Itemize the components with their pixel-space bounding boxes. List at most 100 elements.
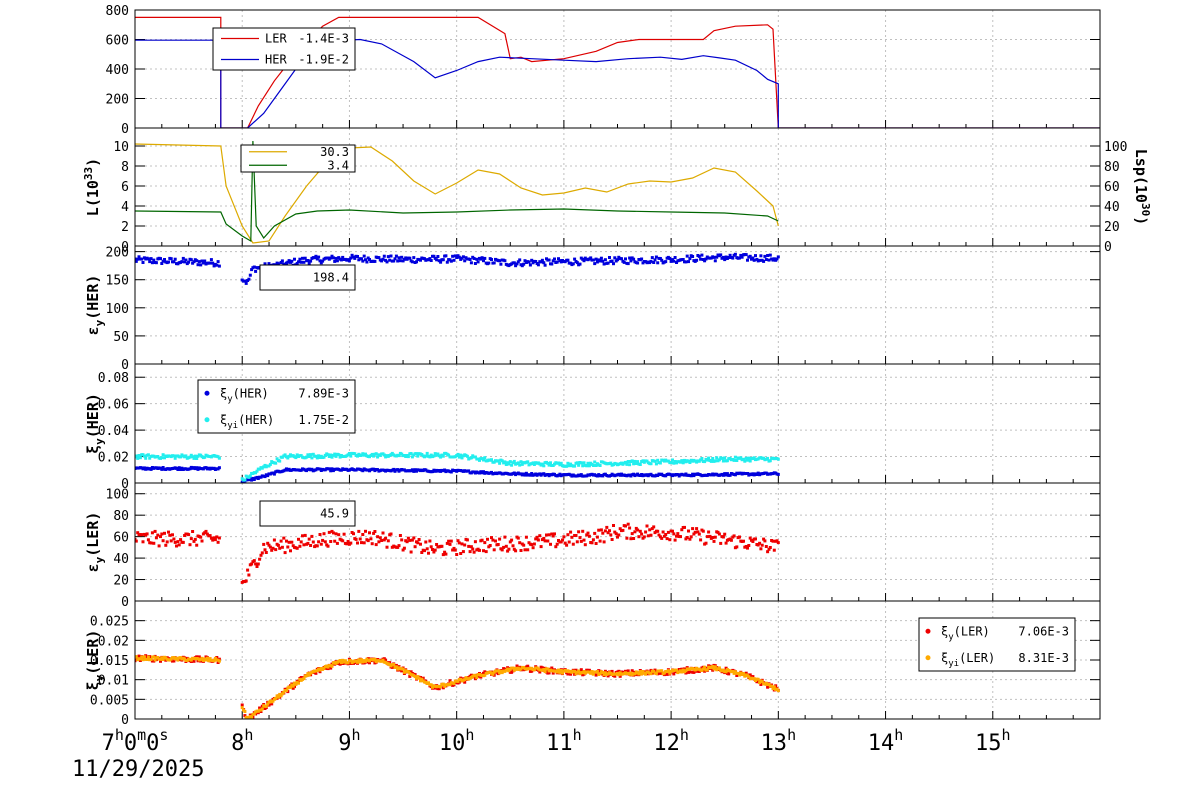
data-point bbox=[594, 542, 598, 545]
x-tick-label-sup: h bbox=[894, 726, 903, 744]
data-point bbox=[520, 462, 524, 466]
data-point bbox=[307, 261, 311, 265]
data-point bbox=[140, 257, 144, 261]
data-point bbox=[338, 455, 342, 459]
data-point bbox=[392, 467, 396, 471]
y-axis-label: εy(LER) bbox=[84, 512, 106, 573]
data-point bbox=[518, 258, 522, 262]
data-point bbox=[168, 533, 172, 537]
data-point bbox=[370, 452, 374, 456]
data-point bbox=[268, 462, 272, 466]
data-point bbox=[360, 541, 363, 545]
data-point bbox=[467, 469, 471, 473]
data-point bbox=[524, 471, 528, 475]
data-point bbox=[628, 526, 632, 530]
data-point bbox=[423, 549, 426, 553]
data-point bbox=[326, 453, 330, 457]
data-point bbox=[354, 537, 358, 541]
data-point bbox=[482, 549, 485, 553]
data-point bbox=[205, 532, 209, 536]
data-point bbox=[531, 461, 535, 465]
data-point bbox=[272, 472, 276, 476]
data-point bbox=[349, 659, 353, 663]
data-point bbox=[575, 461, 579, 465]
right-y-tick-label: 20 bbox=[1104, 220, 1120, 235]
y-tick-label: 100 bbox=[106, 488, 129, 503]
data-point bbox=[577, 530, 581, 534]
data-point bbox=[629, 259, 633, 263]
data-point bbox=[582, 461, 586, 465]
data-point bbox=[587, 534, 591, 538]
data-point bbox=[370, 542, 374, 546]
data-point bbox=[298, 544, 302, 548]
legend-swatch bbox=[925, 655, 931, 661]
data-point bbox=[203, 259, 207, 263]
data-point bbox=[161, 466, 165, 469]
data-point bbox=[420, 677, 424, 681]
data-point bbox=[775, 687, 779, 691]
data-point bbox=[530, 543, 534, 547]
data-point bbox=[153, 658, 157, 662]
data-point bbox=[601, 671, 605, 674]
data-point bbox=[776, 541, 780, 545]
y-axis-label-sub: y bbox=[93, 438, 106, 445]
data-point bbox=[396, 468, 400, 472]
data-point bbox=[776, 457, 780, 461]
data-point bbox=[593, 531, 597, 535]
data-point bbox=[598, 259, 602, 263]
data-point bbox=[743, 459, 747, 463]
data-point bbox=[268, 545, 272, 549]
x-tick-label: 7h0m0s bbox=[102, 726, 169, 756]
legend-label-name: HER bbox=[265, 53, 287, 67]
data-point bbox=[149, 467, 153, 471]
data-point bbox=[472, 257, 476, 260]
data-point bbox=[160, 262, 164, 265]
data-point bbox=[341, 539, 345, 543]
data-point bbox=[697, 532, 701, 536]
x-tick-label: 10h bbox=[439, 726, 475, 756]
data-point bbox=[267, 464, 271, 468]
data-point bbox=[444, 254, 448, 258]
data-point bbox=[299, 540, 303, 544]
data-point bbox=[671, 458, 674, 462]
right-y-tick-label: 40 bbox=[1104, 200, 1120, 215]
data-point bbox=[625, 536, 629, 540]
data-point bbox=[244, 715, 248, 719]
data-point bbox=[503, 259, 507, 263]
data-point bbox=[585, 464, 589, 468]
data-point bbox=[665, 672, 669, 676]
data-point bbox=[645, 459, 649, 463]
data-point bbox=[335, 541, 339, 545]
data-point bbox=[504, 463, 508, 466]
data-point bbox=[217, 659, 221, 663]
data-point bbox=[653, 258, 657, 262]
data-point bbox=[685, 536, 689, 539]
data-point bbox=[432, 254, 436, 258]
data-point bbox=[656, 458, 660, 462]
data-point bbox=[179, 538, 183, 542]
data-point bbox=[135, 257, 137, 261]
data-point bbox=[569, 672, 573, 676]
data-point bbox=[176, 540, 180, 544]
data-point bbox=[315, 456, 319, 460]
data-point bbox=[547, 258, 551, 262]
data-point bbox=[526, 548, 530, 552]
x-tick-label: 11h bbox=[546, 726, 582, 756]
data-point bbox=[330, 455, 334, 459]
data-point bbox=[577, 463, 581, 467]
data-point bbox=[602, 673, 606, 677]
data-point bbox=[417, 676, 421, 680]
data-point bbox=[329, 469, 333, 473]
data-point bbox=[591, 672, 595, 676]
data-point bbox=[145, 532, 149, 536]
data-point bbox=[589, 671, 593, 675]
data-point bbox=[299, 260, 303, 264]
data-point bbox=[638, 463, 642, 466]
data-point bbox=[297, 260, 300, 264]
data-point bbox=[250, 478, 254, 482]
data-point bbox=[138, 456, 142, 460]
data-point bbox=[721, 459, 725, 463]
data-point bbox=[746, 258, 749, 262]
data-point bbox=[448, 542, 452, 546]
